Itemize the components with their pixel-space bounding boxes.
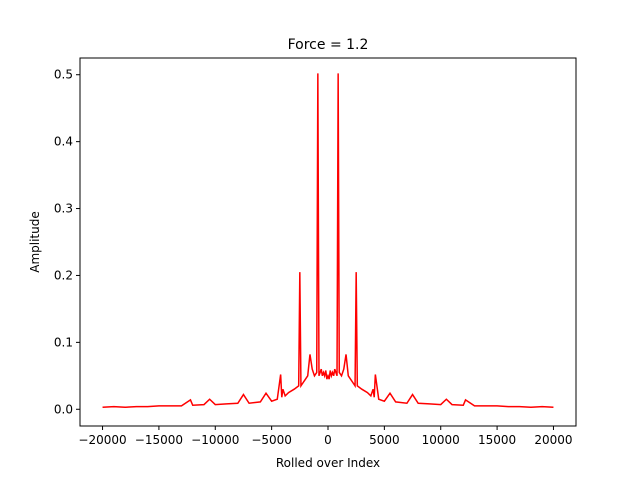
y-tick-label: 0.1 (54, 335, 73, 349)
x-tick-label: −15000 (135, 433, 183, 447)
x-tick-label: −10000 (191, 433, 239, 447)
x-tick-label: −5000 (251, 433, 292, 447)
y-tick-label: 0.5 (54, 68, 73, 82)
series-line-0 (102, 73, 554, 409)
x-tick-label: 15000 (478, 433, 516, 447)
x-tick-label: −20000 (78, 433, 126, 447)
x-tick-label: 0 (324, 433, 332, 447)
chart-title: Force = 1.2 (288, 37, 369, 53)
y-axis-label: Amplitude (28, 211, 42, 273)
series-layer (102, 73, 554, 409)
y-tick-label: 0.4 (54, 135, 73, 149)
x-tick-label: 10000 (422, 433, 460, 447)
x-tick-label: 5000 (369, 433, 400, 447)
x-tick-label: 20000 (534, 433, 572, 447)
x-axis-label: Rolled over Index (276, 456, 380, 470)
y-tick-label: 0.3 (54, 202, 73, 216)
y-tick-label: 0.2 (54, 268, 73, 282)
y-axis: 0.0 0.1 0.2 0.3 0.4 0.5 (54, 68, 80, 416)
y-tick-label: 0.0 (54, 402, 73, 416)
x-axis: −20000 −15000 −10000 −5000 0 5000 10000 15000 20… (78, 426, 573, 447)
